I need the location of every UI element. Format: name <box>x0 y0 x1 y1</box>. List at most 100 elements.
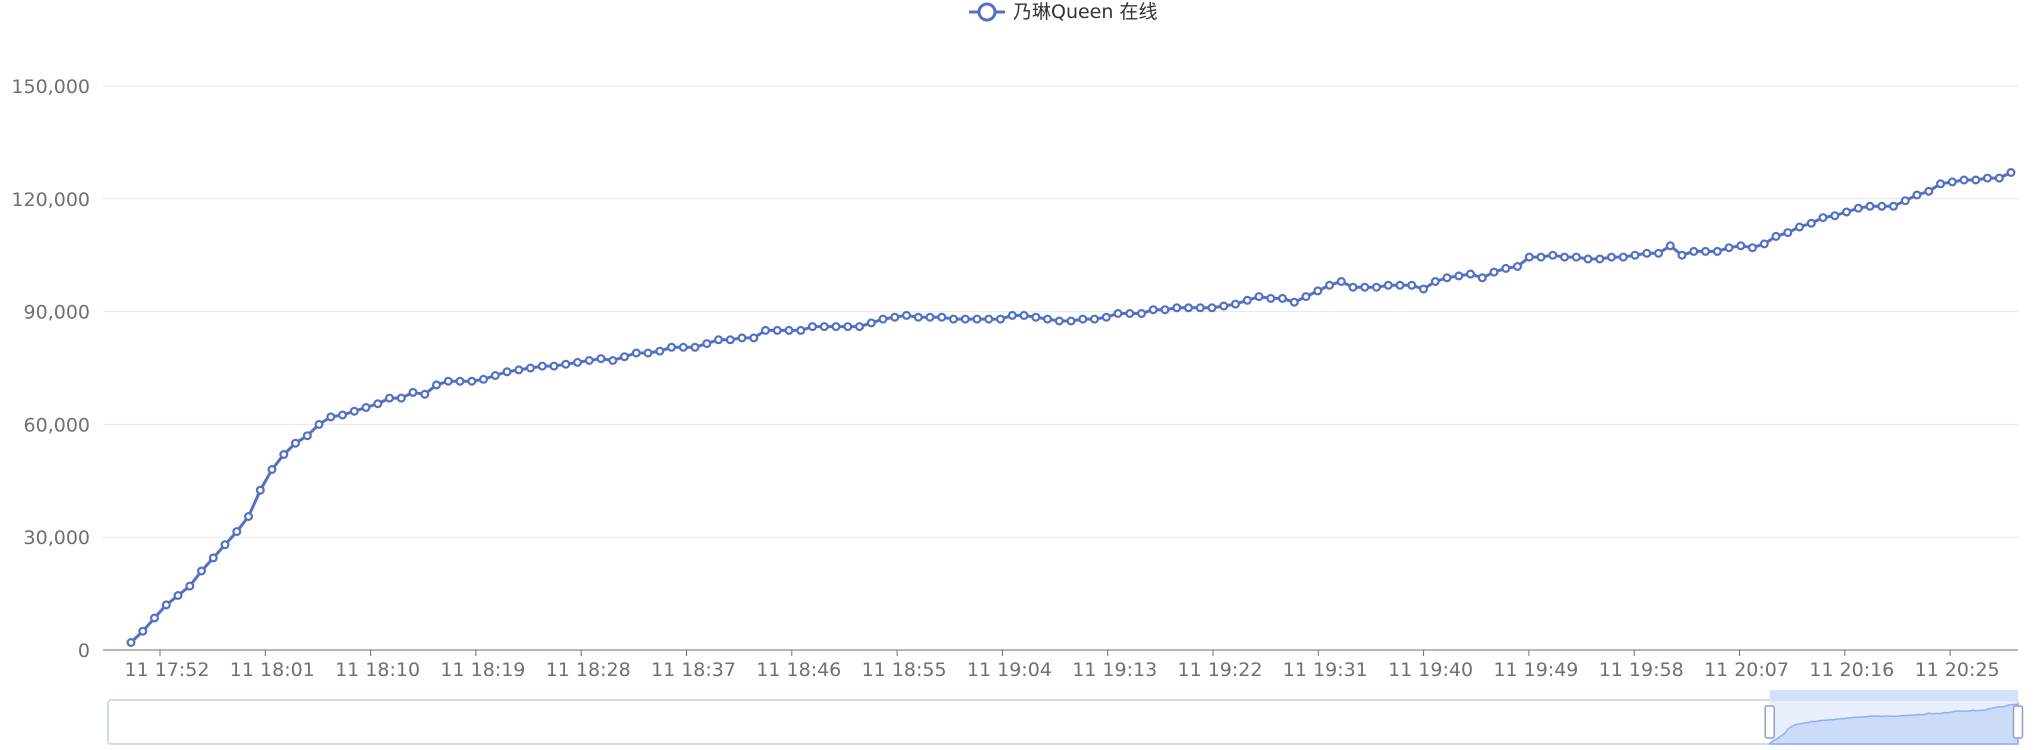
zoom-preview-area <box>1768 702 2019 745</box>
data-point <box>161 600 171 610</box>
data-point <box>831 322 841 332</box>
data-point <box>1313 286 1323 296</box>
data-point <box>1783 228 1793 238</box>
data-point <box>314 419 324 429</box>
data-point <box>631 348 641 358</box>
data-point <box>408 387 418 397</box>
data-point <box>420 389 430 399</box>
data-point <box>1195 303 1205 313</box>
data-point <box>138 626 148 636</box>
data-point <box>948 314 958 324</box>
data-point <box>537 361 547 371</box>
data-point <box>490 371 500 381</box>
data-point <box>1501 263 1511 273</box>
zoom-move-handle[interactable] <box>1769 690 2018 700</box>
data-point <box>1994 173 2004 183</box>
data-point <box>1677 250 1687 260</box>
x-tick-label: 11 19:31 <box>1283 659 1368 681</box>
data-point <box>267 465 277 475</box>
data-point <box>1019 310 1029 320</box>
data-point <box>1982 173 1992 183</box>
data-point <box>1853 203 1863 213</box>
data-point <box>1360 282 1370 292</box>
x-tick-label: 11 20:16 <box>1809 659 1894 681</box>
data-point <box>1947 177 1957 187</box>
x-tick-label: 11 18:10 <box>335 659 420 681</box>
data-point <box>1888 201 1898 211</box>
x-tick-label: 11 18:28 <box>546 659 631 681</box>
data-point <box>1348 282 1358 292</box>
data-point <box>1242 295 1252 305</box>
data-point <box>1113 309 1123 319</box>
x-tick-label: 11 20:25 <box>1915 659 2000 681</box>
zoom-left-handle[interactable] <box>1764 705 1775 739</box>
data-point <box>878 314 888 324</box>
data-point <box>1759 239 1769 249</box>
data-point <box>1724 243 1734 253</box>
x-tick-label: 11 19:04 <box>967 659 1052 681</box>
data-point <box>443 376 453 386</box>
legend-label: 乃琳Queen 在线 <box>1013 1 1157 23</box>
data-point <box>232 527 242 537</box>
data-point <box>1172 303 1182 313</box>
data-point <box>1230 299 1240 309</box>
data-point <box>1512 262 1522 272</box>
legend[interactable]: 乃琳Queen 在线 <box>969 1 1157 23</box>
data-point <box>1606 252 1616 262</box>
x-tick-label: 11 18:55 <box>862 659 947 681</box>
series-points <box>126 168 2016 647</box>
x-tick-label: 11 19:22 <box>1178 659 1263 681</box>
data-point <box>702 339 712 349</box>
data-point <box>1418 284 1428 294</box>
data-point <box>1207 303 1217 313</box>
data-point <box>819 322 829 332</box>
data-point <box>244 511 254 521</box>
data-point <box>1841 207 1851 217</box>
data-point <box>1912 190 1922 200</box>
data-point <box>1665 241 1675 251</box>
x-tick-label: 11 18:37 <box>651 659 736 681</box>
data-point <box>643 348 653 358</box>
y-axis-ticks: 0 30,000 60,000 90,000 120,000 150,000 <box>11 76 90 662</box>
data-point <box>1371 282 1381 292</box>
data-point <box>1971 175 1981 185</box>
data-zoom-slider[interactable] <box>107 690 2024 745</box>
data-point <box>1066 316 1076 326</box>
data-point <box>1736 241 1746 251</box>
data-point <box>1747 243 1757 253</box>
data-point <box>678 342 688 352</box>
data-point <box>1536 252 1546 262</box>
data-point <box>784 325 794 335</box>
data-point <box>1935 179 1945 189</box>
data-point <box>1160 305 1170 315</box>
data-point <box>1407 280 1417 290</box>
x-tick-label: 11 18:46 <box>756 659 841 681</box>
x-tick-label: 11 18:01 <box>230 659 315 681</box>
data-point <box>502 367 512 377</box>
data-point <box>1301 292 1311 302</box>
data-point <box>1183 303 1193 313</box>
data-point <box>772 325 782 335</box>
x-tick-label: 11 20:07 <box>1704 659 1789 681</box>
data-point <box>361 403 371 413</box>
data-point <box>291 438 301 448</box>
data-point <box>1465 269 1475 279</box>
data-point <box>1324 280 1334 290</box>
zoom-right-handle[interactable] <box>2012 705 2024 739</box>
data-point <box>807 322 817 332</box>
data-point <box>1101 312 1111 322</box>
x-tick-label: 11 19:58 <box>1599 659 1684 681</box>
y-tick-label: 120,000 <box>11 189 90 211</box>
x-tick-label: 11 19:49 <box>1493 659 1578 681</box>
data-point <box>1454 271 1464 281</box>
data-point <box>279 450 289 460</box>
data-point <box>1806 218 1816 228</box>
data-point <box>655 346 665 356</box>
data-point <box>2006 168 2016 178</box>
data-point <box>1054 316 1064 326</box>
data-point <box>1254 292 1264 302</box>
data-point <box>1818 213 1828 223</box>
data-point <box>1771 231 1781 241</box>
data-point <box>255 485 265 495</box>
x-tick-label: 11 18:19 <box>440 659 525 681</box>
